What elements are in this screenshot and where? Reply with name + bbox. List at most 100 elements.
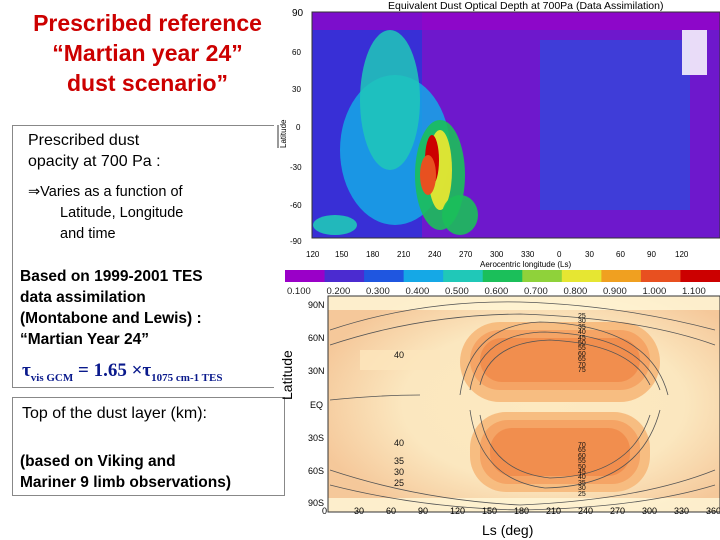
contour-ytick: 90N xyxy=(308,300,325,310)
colorbar-swatch xyxy=(561,270,602,282)
colorbar-label: 0.600 xyxy=(484,286,509,297)
map-ytick: 90 xyxy=(292,8,304,19)
colorbar-label: 0.500 xyxy=(445,286,469,297)
contour-label: 55 xyxy=(578,458,586,466)
map-storm-region-5 xyxy=(442,195,478,235)
map-xtick: 30 xyxy=(585,250,594,259)
map-ytick: -60 xyxy=(290,201,302,210)
contour-xtick: 0 xyxy=(322,506,328,516)
contour-label: 30 xyxy=(578,485,586,493)
dust-map-figure: Latitude 90 60 30 0 -30 -60 -90 120 150 … xyxy=(277,8,720,282)
colorbar-label: 1.000 xyxy=(642,286,667,297)
colorbar-label: 1.100 xyxy=(682,286,706,297)
map-ytick: -30 xyxy=(290,163,302,172)
map-missing-data xyxy=(682,30,707,75)
contour-hot-north xyxy=(470,330,650,390)
contour-ytick: 30S xyxy=(308,433,325,443)
colorbar-swatch xyxy=(482,270,523,282)
map-storm-region-2 xyxy=(360,30,420,170)
contour-label: 60 xyxy=(578,350,586,358)
map-title: Equivalent Dust Optical Depth at 700Pa (… xyxy=(388,0,664,12)
contour-xtick: 300 xyxy=(642,506,658,516)
colorbar-swatch xyxy=(403,270,444,282)
contour-xtick: 270 xyxy=(610,506,626,516)
contour-frame xyxy=(327,295,720,513)
tes-line-1: Based on 1999-2001 TES xyxy=(20,268,203,285)
contour-xtick: 360 xyxy=(706,506,720,516)
map-ytick: 0 xyxy=(296,123,301,132)
map-colorbar xyxy=(285,270,720,282)
map-xtick: 180 xyxy=(366,250,380,259)
colorbar-swatch xyxy=(601,270,642,282)
contour-label: 25 xyxy=(578,490,586,498)
varies-text: Varies as a function of xyxy=(40,184,183,200)
map-xticks: 120 150 180 210 240 270 300 330 0 30 60 … xyxy=(306,250,689,259)
contour-label: 55 xyxy=(578,345,586,353)
tes-line-3: (Montabone and Lewis) : xyxy=(20,310,202,327)
contour-label: 45 xyxy=(578,334,586,342)
colorbar-swatch xyxy=(680,270,720,282)
map-ytick: -90 xyxy=(290,237,302,246)
map-xtick: 0 xyxy=(557,250,562,259)
map-north-band xyxy=(312,12,720,30)
colorbar-label: 0.300 xyxy=(366,286,390,297)
contour-ytick: 60S xyxy=(308,466,325,476)
tau-equation: τvis GCM = 1.65 ×τ1075 cm-1 TES xyxy=(22,360,222,384)
contour-label: 40 xyxy=(394,438,405,448)
contour-label: 40 xyxy=(394,350,405,360)
title-line-1: Prescribed reference xyxy=(33,10,262,36)
map-xtick: 60 xyxy=(616,250,625,259)
map-ytick: 30 xyxy=(292,85,301,94)
colorbar-swatch xyxy=(443,270,484,282)
contour-label: 70 xyxy=(578,361,586,369)
contour-label: 30 xyxy=(394,467,405,477)
contour-label: 35 xyxy=(578,479,586,487)
colorbar-label: 0.700 xyxy=(524,286,548,297)
title-line-3: dust scenario” xyxy=(66,70,229,96)
contour-background xyxy=(328,296,720,512)
page-title: Prescribed reference “Martian year 24” d… xyxy=(0,8,295,98)
contour-xtick: 60 xyxy=(386,506,397,516)
contour-warm-north xyxy=(460,322,660,402)
colorbar-label: 0.200 xyxy=(326,286,351,297)
dust-top-panel xyxy=(12,397,285,496)
contour-label: 70 xyxy=(578,442,586,449)
contour-ylabel: Latitude xyxy=(279,350,295,400)
dust-top-heading: Top of the dust layer (km): xyxy=(22,405,207,422)
tau-subscript-2: 1075 cm-1 TES xyxy=(151,371,223,384)
tes-description: Based on 1999-2001 TES data assimilation… xyxy=(20,266,275,350)
contour-ytick: EQ xyxy=(310,400,324,410)
viking-line-2: Mariner 9 limb observations) xyxy=(20,474,232,491)
colorbar-label: 0.900 xyxy=(603,286,627,297)
contour-label: 50 xyxy=(578,463,586,471)
colorbar-label: 0.100 xyxy=(287,286,311,297)
contour-label: 50 xyxy=(578,340,586,347)
map-xtick: 120 xyxy=(306,250,320,259)
contour-ytick: 60N xyxy=(308,333,325,343)
contour-xtick: 180 xyxy=(514,506,530,516)
tau-symbol-2: τ xyxy=(142,360,152,381)
viking-line-1: (based on Viking and xyxy=(20,453,176,470)
contour-xtick: 150 xyxy=(482,506,498,516)
implies-arrow-icon: ⇒ xyxy=(28,184,41,200)
contour-label: 65 xyxy=(578,356,586,364)
colorbar-swatch xyxy=(285,270,326,282)
colorbar-label: 0.400 xyxy=(405,286,430,297)
contour-xtick: 30 xyxy=(354,506,365,516)
map-ylabel: Latitude xyxy=(279,119,288,148)
contour-xtick: 240 xyxy=(578,506,594,516)
varies-line-3: and time xyxy=(60,226,116,242)
contour-label: 40 xyxy=(578,474,586,482)
map-xtick: 90 xyxy=(647,250,656,259)
colorbar-label: 0.800 xyxy=(563,286,588,297)
contour-xlabel: Ls (deg) xyxy=(482,522,533,538)
tes-line-2: data assimilation xyxy=(20,289,146,306)
viking-note: (based on Viking and Mariner 9 limb obse… xyxy=(20,451,231,493)
map-xlabel: Aerocentric longitude (Ls) xyxy=(480,260,571,269)
contour-xtick: 120 xyxy=(450,506,466,516)
colorbar-swatch xyxy=(640,270,681,282)
colorbar-swatch xyxy=(364,270,405,282)
contour-xlabel-ls: Ls xyxy=(482,522,497,538)
varies-line: ⇒Varies as a function of xyxy=(28,182,274,203)
contour-ytick: 90S xyxy=(308,498,325,508)
